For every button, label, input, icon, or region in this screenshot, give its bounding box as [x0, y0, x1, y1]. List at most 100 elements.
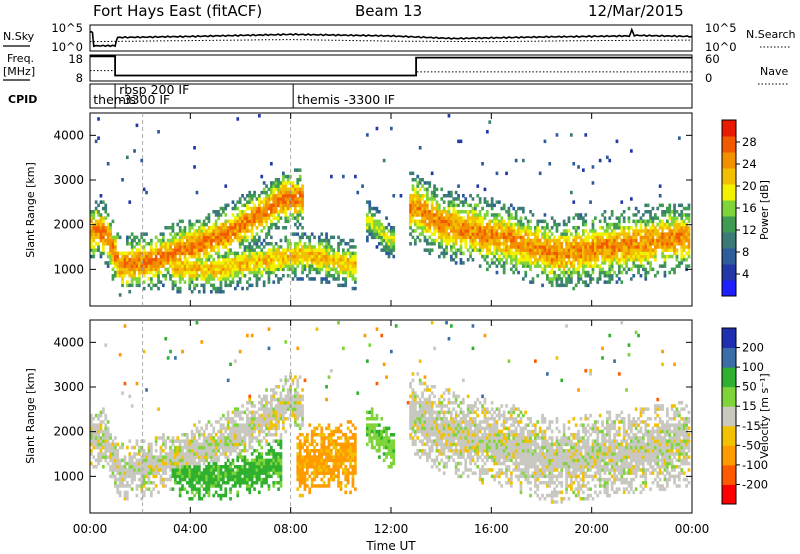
power-cell — [644, 210, 648, 214]
velocity-cell — [133, 471, 136, 475]
velocity-cell — [210, 449, 213, 453]
velocity-cell — [186, 455, 189, 459]
power-cell — [680, 216, 684, 220]
power-cell — [493, 245, 496, 249]
velocity-cell — [202, 439, 206, 443]
velocity-cell — [111, 474, 115, 479]
power-cell — [478, 226, 482, 230]
power-cell — [236, 261, 240, 265]
velocity-cell — [234, 410, 237, 415]
power-cell — [178, 226, 182, 230]
power-cell — [279, 187, 283, 192]
velocity-cell — [267, 327, 271, 331]
power-cell — [162, 261, 165, 265]
power-cell — [637, 229, 640, 233]
velocity-cell — [210, 484, 213, 488]
velocity-cell — [198, 461, 201, 466]
power-ytick-label-0: 1000 — [53, 262, 84, 276]
power-cell — [308, 254, 312, 259]
power-cell — [282, 194, 285, 198]
velocity-cell — [157, 407, 160, 411]
velocity-cell — [277, 401, 280, 405]
power-cell — [675, 251, 679, 256]
power-cell — [632, 254, 636, 259]
power-cell — [450, 258, 453, 262]
velocity-cell — [104, 458, 108, 463]
power-cell — [169, 261, 172, 265]
power-cell — [543, 254, 547, 259]
power-cell — [610, 222, 614, 227]
power-cell — [596, 242, 600, 246]
power-cell — [591, 232, 595, 236]
power-cell — [658, 238, 662, 243]
power-cell — [332, 254, 336, 259]
power-cell — [116, 235, 120, 240]
power-cell — [601, 254, 604, 259]
power-cell — [649, 242, 652, 246]
power-cell — [447, 203, 451, 208]
velocity-cell — [97, 426, 100, 431]
velocity-cell — [210, 445, 213, 450]
power-cell — [296, 226, 300, 230]
velocity-cell — [138, 471, 141, 475]
power-cell — [565, 283, 568, 288]
power-cell — [123, 264, 127, 268]
power-cell — [639, 232, 643, 236]
power-cell — [651, 235, 655, 240]
power-cell — [198, 251, 201, 256]
power-cell — [253, 258, 256, 262]
power-cell — [678, 242, 681, 246]
velocity-cell — [195, 471, 199, 475]
velocity-cell — [260, 477, 264, 482]
power-cell — [584, 242, 588, 246]
power-cell — [433, 229, 436, 233]
power-cell — [301, 190, 304, 195]
power-cell — [478, 242, 482, 246]
velocity-cell — [150, 458, 153, 463]
power-cell — [634, 219, 638, 224]
power-cell — [476, 203, 480, 208]
power-cell — [111, 258, 115, 262]
power-cell — [613, 270, 616, 275]
power-cell — [577, 226, 580, 230]
power-cell — [680, 203, 684, 208]
power-cell — [193, 270, 196, 275]
power-cell — [202, 219, 206, 224]
power-cell — [94, 206, 98, 211]
velocity-cell — [190, 442, 194, 447]
power-cell — [205, 229, 208, 233]
power-cell — [334, 277, 338, 281]
power-cell — [474, 238, 477, 243]
power-cell — [483, 213, 487, 217]
power-cell — [90, 213, 93, 217]
power-cell — [246, 267, 249, 272]
power-cell — [270, 267, 273, 272]
power-cell — [644, 203, 648, 208]
power-cell — [630, 149, 633, 153]
power-cell — [164, 261, 168, 265]
power-cell — [433, 242, 436, 246]
power-cell — [387, 248, 391, 252]
power-cell — [502, 248, 506, 252]
velocity-cell — [222, 474, 225, 479]
velocity-cell — [207, 493, 211, 498]
power-cell — [512, 264, 516, 268]
power-cell — [646, 248, 650, 252]
power-cell — [502, 261, 506, 265]
power-cell — [685, 258, 688, 262]
power-cell — [243, 267, 247, 272]
power-cell — [430, 238, 434, 243]
power-cell — [270, 162, 273, 166]
velocity-cell — [236, 410, 240, 415]
velocity-cell — [255, 420, 259, 424]
velocity-cell — [157, 471, 160, 475]
power-cell — [339, 261, 343, 265]
power-cell — [498, 245, 501, 249]
power-cell — [618, 267, 621, 272]
velocity-cell — [106, 461, 110, 466]
velocity-cell — [212, 468, 216, 472]
velocity-cell — [198, 420, 201, 424]
power-cell — [368, 216, 372, 220]
velocity-cell — [224, 487, 228, 491]
